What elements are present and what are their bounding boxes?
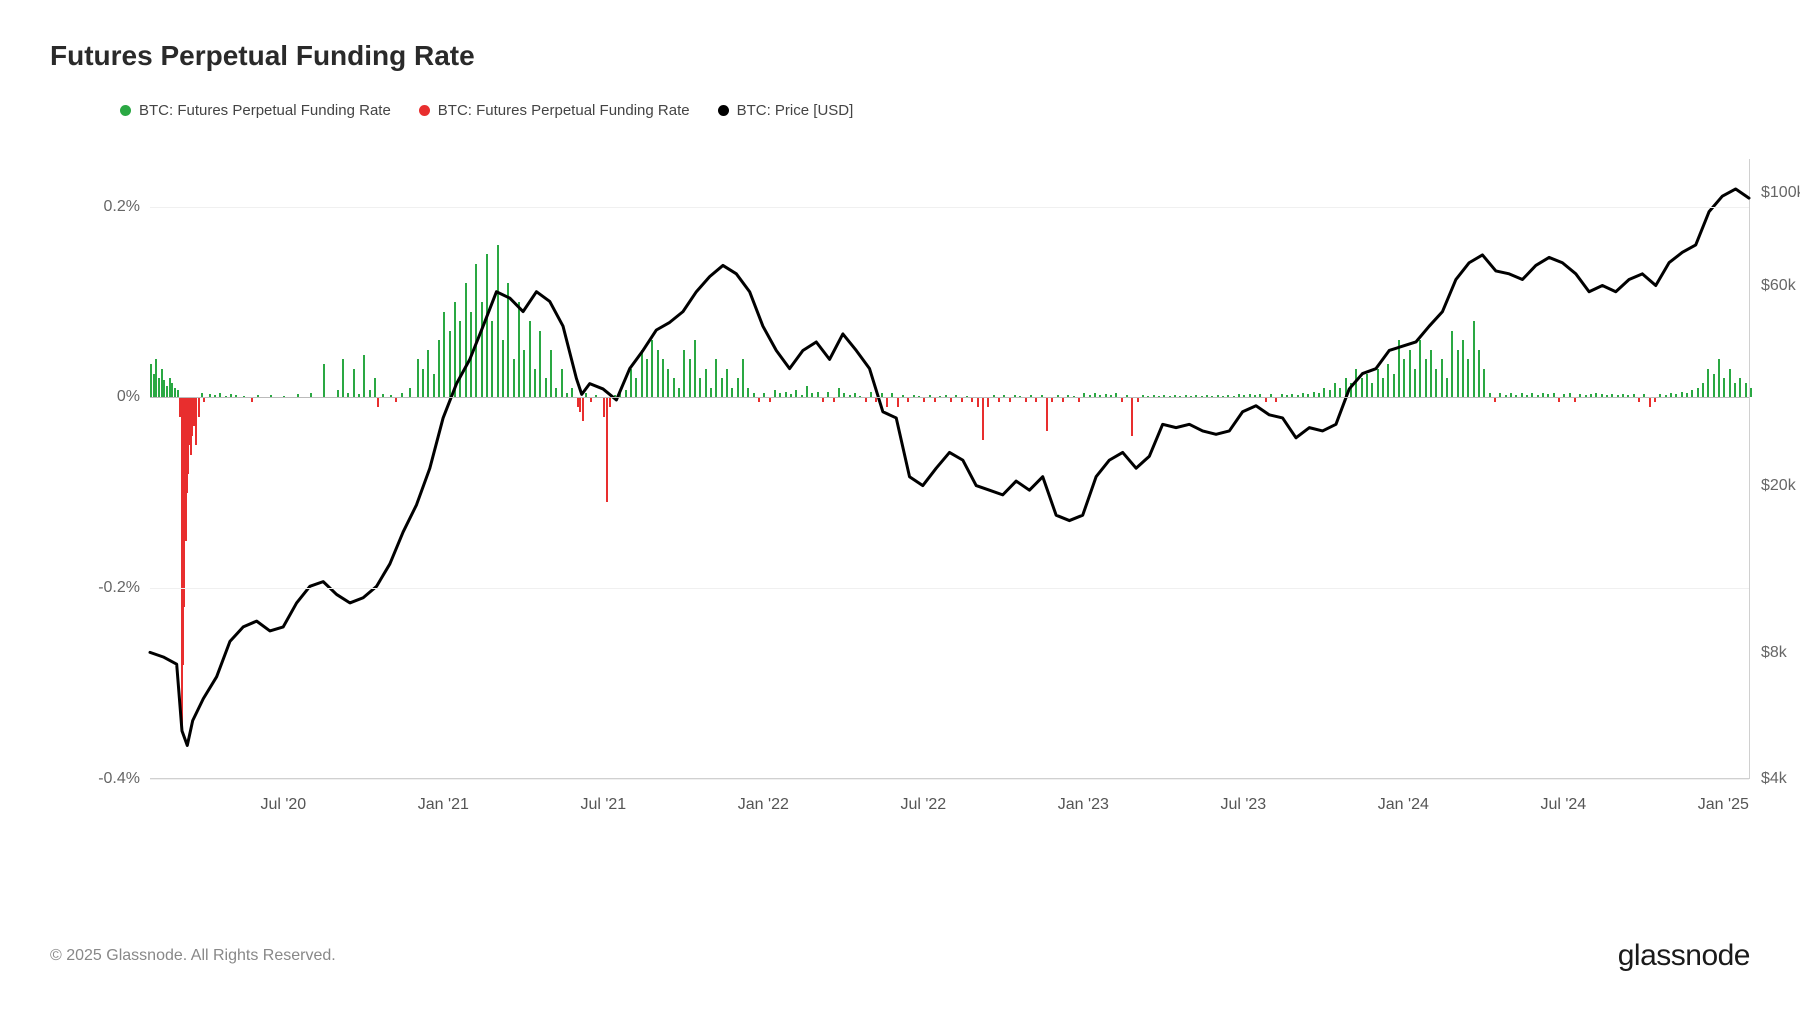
legend-dot — [419, 105, 430, 116]
legend-label: BTC: Futures Perpetual Funding Rate — [139, 102, 391, 119]
x-axis-label: Jan '22 — [738, 796, 789, 814]
legend-dot — [718, 105, 729, 116]
x-axis-label: Jan '24 — [1378, 796, 1429, 814]
x-axis-label: Jan '21 — [418, 796, 469, 814]
chart-title: Futures Perpetual Funding Rate — [50, 40, 1750, 72]
plot-area: 0.2%0%-0.2%-0.4%$100k$60k$20k$8k$4kJul '… — [150, 159, 1750, 779]
legend-label: BTC: Futures Perpetual Funding Rate — [438, 102, 690, 119]
legend-item: BTC: Price [USD] — [718, 102, 854, 119]
x-axis-label: Jan '23 — [1058, 796, 1109, 814]
x-axis-label: Jan '25 — [1698, 796, 1749, 814]
gridline — [150, 207, 1749, 208]
legend-dot — [120, 105, 131, 116]
x-axis-label: Jul '24 — [1540, 796, 1586, 814]
y-axis-left-label: 0.2% — [104, 198, 140, 216]
legend-item: BTC: Futures Perpetual Funding Rate — [419, 102, 690, 119]
price-line — [150, 159, 1749, 779]
price-path — [150, 189, 1749, 745]
y-axis-right-label: $4k — [1761, 770, 1787, 788]
y-axis-right-label: $20k — [1761, 477, 1796, 495]
funding-bar — [1750, 388, 1752, 398]
chart-area: 0.2%0%-0.2%-0.4%$100k$60k$20k$8k$4kJul '… — [50, 139, 1750, 839]
x-axis-label: Jul '23 — [1220, 796, 1266, 814]
y-axis-left-label: 0% — [117, 388, 140, 406]
legend: BTC: Futures Perpetual Funding Rate BTC: … — [120, 102, 1750, 119]
legend-label: BTC: Price [USD] — [737, 102, 854, 119]
zero-line — [150, 397, 1749, 398]
y-axis-left-label: -0.2% — [98, 579, 140, 597]
footer: © 2025 Glassnode. All Rights Reserved. g… — [50, 939, 1750, 973]
y-axis-right-label: $60k — [1761, 277, 1796, 295]
copyright-text: © 2025 Glassnode. All Rights Reserved. — [50, 947, 336, 965]
legend-item: BTC: Futures Perpetual Funding Rate — [120, 102, 391, 119]
y-axis-left-label: -0.4% — [98, 770, 140, 788]
gridline — [150, 779, 1749, 780]
x-axis-label: Jul '21 — [580, 796, 626, 814]
gridline — [150, 588, 1749, 589]
x-axis-label: Jul '20 — [260, 796, 306, 814]
y-axis-right-label: $8k — [1761, 644, 1787, 662]
x-axis-label: Jul '22 — [900, 796, 946, 814]
y-axis-right-label: $100k — [1761, 184, 1800, 202]
brand-logo: glassnode — [1618, 939, 1750, 973]
